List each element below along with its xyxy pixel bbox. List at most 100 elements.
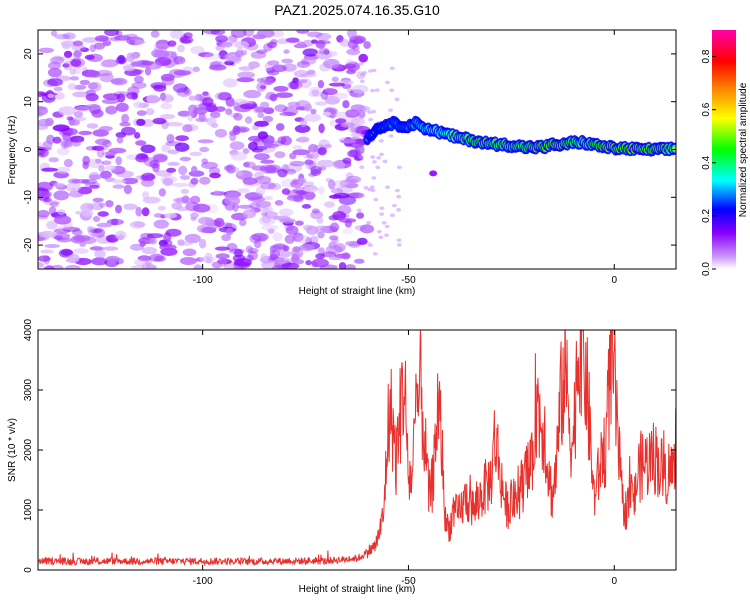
spectrogram-noise-cell	[79, 79, 91, 86]
spectrogram-noise-cell	[112, 184, 125, 189]
spectrogram-noise-cell	[167, 161, 181, 166]
spectrogram-noise-cell	[242, 209, 257, 219]
spectrogram-noise-cell	[254, 176, 272, 184]
spectrogram-noise-cell	[267, 41, 277, 49]
spectrogram-noise-cell	[302, 48, 319, 57]
spectrogram-noise-cell	[60, 40, 76, 47]
spectrogram-noise-cell	[318, 186, 325, 195]
spectrogram-noise-cell	[394, 97, 400, 102]
colorbar-tick-label: 0.8	[701, 49, 712, 63]
spectrogram-noise-cell	[46, 220, 58, 230]
spectrogram-noise-cell	[192, 66, 200, 73]
spectrogram-noise-cell	[295, 220, 304, 226]
spectrogram-noise-cell	[324, 143, 333, 149]
spectrogram-noise-cell	[114, 230, 127, 240]
spectrogram-noise-cell	[264, 62, 273, 71]
spectrogram-noise-cell	[153, 43, 170, 50]
spectrogram-noise-cell	[372, 160, 377, 164]
spectrogram-noise-cell	[304, 113, 321, 122]
spectrogram-noise-cell	[91, 109, 104, 118]
spectrogram-noise-cell	[326, 50, 338, 57]
spectrogram-noise-cell	[193, 107, 208, 115]
spectrogram-noise-cell	[358, 155, 364, 160]
spectrogram-noise-cell	[146, 233, 164, 239]
spectrogram-noise-cell	[105, 165, 116, 171]
spectrogram-noise-cell	[367, 110, 373, 115]
spectrogram-noise-cell	[131, 265, 149, 269]
spectrogram-noise-cell	[133, 39, 146, 45]
snr-y-tick-label: 3000	[23, 378, 34, 401]
spectrogram-noise-cell	[179, 156, 192, 162]
spectrogram-noise-cell	[229, 141, 245, 151]
spectrogram-noise-cell	[160, 102, 172, 110]
spectrogram-noise-cell	[189, 151, 203, 156]
spectrogram-noise-cell	[396, 165, 402, 170]
spectrogram-noise-cell	[167, 40, 177, 47]
spectrogram-noise-cell	[134, 75, 144, 84]
spectrogram-noise-cell	[175, 135, 189, 142]
snr-y-tick-label: 0	[23, 567, 34, 573]
spectrogram-noise-cell	[74, 111, 83, 118]
snr-x-label: Height of straight line (km)	[299, 584, 416, 595]
spectrogram-y-tick-label: -20	[23, 237, 34, 252]
spectrogram-noise-cell	[358, 62, 364, 66]
colorbar-tick-label: 0.4	[701, 155, 712, 169]
spectrogram-noise-cell	[87, 225, 94, 233]
colorbar-gradient	[712, 30, 736, 269]
spectrogram-noise-cell	[317, 147, 327, 156]
spectrogram-noise-cell	[329, 82, 345, 87]
spectrogram-noise-cell	[385, 185, 390, 189]
spectrogram-noise-cell	[133, 221, 146, 227]
spectrogram-noise-cell	[245, 245, 254, 254]
spectrogram-noise-cell	[203, 30, 221, 35]
spectrogram-noise-cell	[318, 47, 330, 55]
spectrogram-noise-cell	[63, 50, 73, 58]
spectrogram-noise-cell	[47, 78, 63, 87]
spectrogram-noise-cell	[38, 146, 47, 156]
spectrogram-noise-cell	[177, 239, 185, 246]
spectrogram-noise-cell	[282, 106, 299, 116]
spectrogram-noise-cell	[255, 185, 266, 196]
spectrogram-noise-cell	[200, 226, 215, 234]
spectrogram-noise-cell	[199, 146, 210, 153]
spectrogram-noise-cell	[202, 91, 209, 96]
spectrogram-noise-cell	[135, 206, 142, 217]
spectrogram-noise-cell	[179, 175, 191, 180]
spectrogram-noise-cell	[102, 246, 119, 251]
spectrogram-noise-cell	[340, 122, 355, 128]
spectrogram-noise-cell	[193, 264, 203, 269]
spectrogram-noise-cell	[344, 264, 356, 269]
spectrogram-noise-cell	[374, 88, 380, 92]
spectrogram-noise-cell	[179, 257, 197, 265]
spectrogram-noise-cell	[356, 94, 362, 98]
spectrogram-noise-cell	[274, 104, 288, 112]
spectrogram-noise-cell	[247, 196, 266, 202]
snr-y-tick-label: 1000	[23, 498, 34, 521]
spectrogram-noise-cell	[368, 117, 374, 122]
spectrogram-noise-cell	[248, 61, 260, 69]
spectrogram-noise-cell	[89, 70, 101, 78]
spectrogram-noise-cell	[363, 41, 371, 49]
spectrogram-noise-cell	[172, 197, 189, 203]
spectrogram-noise-cell	[304, 190, 316, 201]
spectrogram-noise-cell	[142, 196, 161, 204]
spectrogram-noise-cell	[198, 238, 207, 249]
spectrogram-noise-cell	[207, 203, 219, 214]
spectrogram-noise-cell	[53, 86, 63, 92]
spectrogram-noise-cell	[145, 174, 156, 180]
spectrogram-noise-cell	[91, 257, 108, 266]
spectrogram-noise-cell	[120, 126, 136, 136]
spectrogram-noise-cell	[224, 60, 235, 66]
spectrogram-noise-cell	[91, 232, 99, 238]
spectrogram-noise-cell	[67, 253, 80, 263]
spectrogram-noise-cell	[141, 262, 155, 269]
spectrogram-noise-cell	[379, 152, 385, 157]
spectrogram-noise-cell	[52, 54, 63, 63]
spectrogram-noise-cell	[100, 170, 112, 179]
colorbar-ticks: 0.0 0.2 0.4 0.6 0.8	[701, 49, 716, 276]
spectrogram-noise-cell	[366, 220, 372, 225]
spectrogram-noise-cell	[308, 143, 319, 153]
spectrogram-noise-cell	[335, 118, 347, 124]
spectrogram-noise-cell	[89, 44, 97, 53]
spectrogram-noise-cell	[136, 118, 146, 126]
